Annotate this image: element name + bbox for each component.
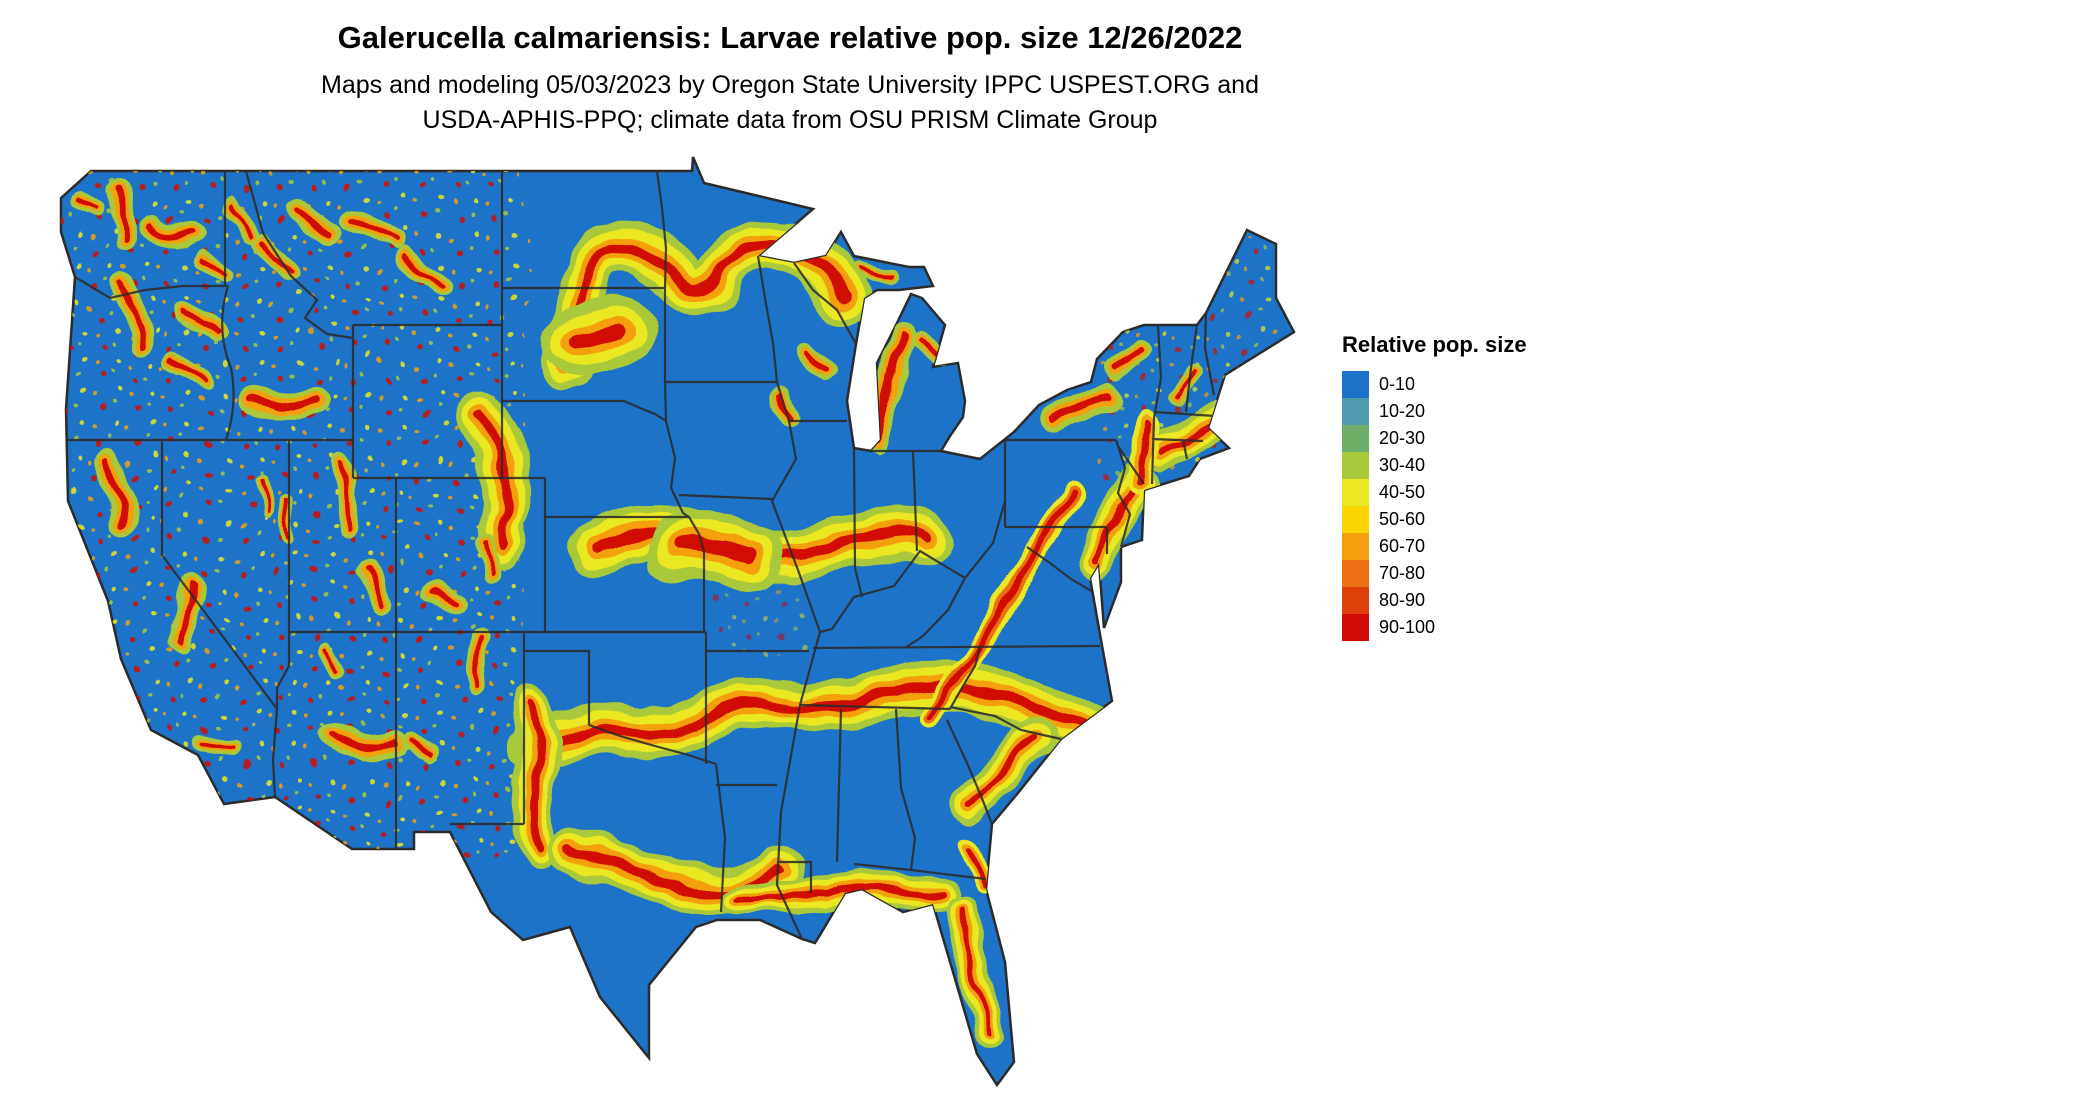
- legend-label: 30-40: [1379, 455, 1426, 475]
- legend-swatch: [1342, 560, 1369, 587]
- legend-item: 0-10: [1342, 371, 1562, 398]
- legend-label: 50-60: [1379, 509, 1426, 529]
- state-borders-west: [66, 170, 547, 849]
- legend-title: Relative pop. size: [1342, 332, 1527, 357]
- legend-label: 60-70: [1379, 536, 1426, 556]
- legend-swatch: [1342, 506, 1369, 533]
- ozark-speckle: [710, 588, 805, 653]
- legend-item: 30-40: [1342, 452, 1562, 479]
- header: Galerucella calmariensis: Larvae relativ…: [30, 20, 1550, 138]
- legend-item: 60-70: [1342, 533, 1562, 560]
- legend-item: 90-100: [1342, 614, 1562, 641]
- legend-swatch: [1342, 398, 1369, 425]
- state-borders-central: [289, 170, 857, 940]
- subtitle-line-2: USDA-APHIS-PPQ; climate data from OSU PR…: [422, 106, 1158, 134]
- legend-label: 90-100: [1379, 617, 1436, 637]
- legend-item: 70-80: [1342, 560, 1562, 587]
- legend-item: 50-60: [1342, 506, 1562, 533]
- legend-swatch: [1342, 452, 1369, 479]
- legend-item: 40-50: [1342, 479, 1562, 506]
- legend-item: 20-30: [1342, 425, 1562, 452]
- state-borders: [66, 170, 1216, 940]
- legend-label: 80-90: [1379, 590, 1426, 610]
- legend-label: 20-30: [1379, 428, 1426, 448]
- legend-swatch: [1342, 533, 1369, 560]
- legend-swatch: [1342, 371, 1369, 398]
- us-population-map: [59, 155, 1296, 1087]
- legend-item: 80-90: [1342, 587, 1562, 614]
- page-title: Galerucella calmariensis: Larvae relativ…: [337, 20, 1243, 55]
- legend-label: 0-10: [1379, 374, 1416, 394]
- map-area: [55, 148, 1315, 1108]
- legend-swatch: [1342, 587, 1369, 614]
- subtitle-line-1: Maps and modeling 05/03/2023 by Oregon S…: [321, 71, 1259, 99]
- state-borders-east: [799, 312, 1216, 881]
- legend: Relative pop. size 0-10 10-20 20-30 30-4…: [1342, 332, 1562, 641]
- legend-item: 10-20: [1342, 398, 1562, 425]
- legend-swatch: [1342, 479, 1369, 506]
- legend-swatch: [1342, 614, 1369, 641]
- legend-label: 40-50: [1379, 482, 1426, 502]
- legend-label: 10-20: [1379, 401, 1426, 421]
- legend-swatch: [1342, 425, 1369, 452]
- legend-label: 70-80: [1379, 563, 1426, 583]
- page-subtitle: Maps and modeling 05/03/2023 by Oregon S…: [30, 68, 1550, 138]
